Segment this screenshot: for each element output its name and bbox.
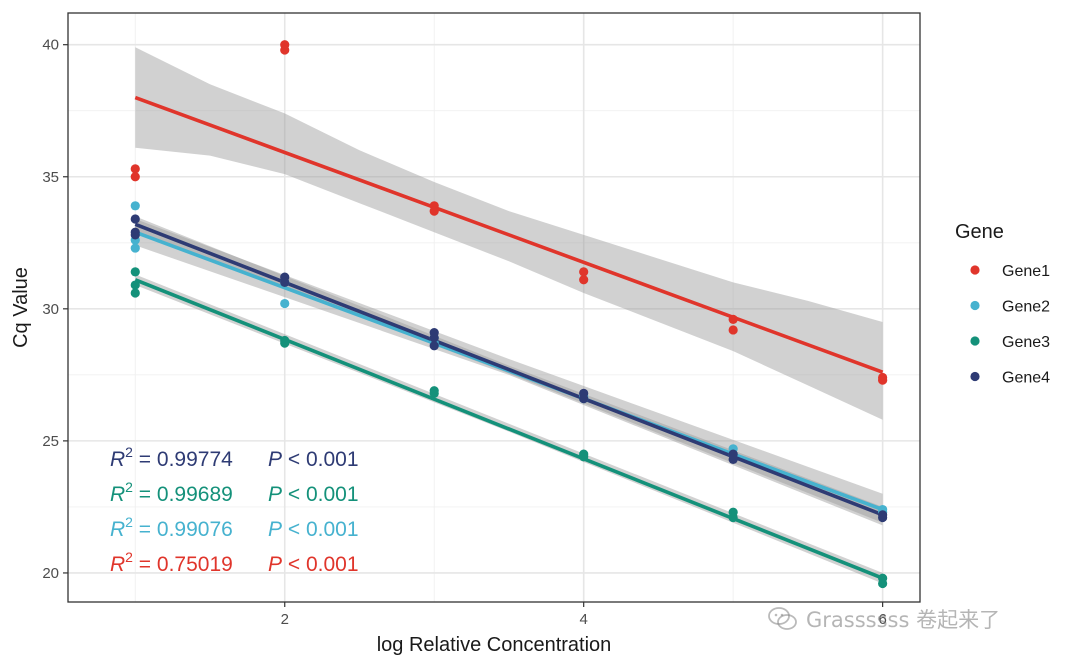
- data-point-gene3: [130, 280, 140, 290]
- data-point-gene4: [280, 277, 290, 288]
- data-points: [130, 40, 888, 589]
- data-point-gene1: [579, 275, 589, 285]
- fit-lines: [134, 95, 884, 580]
- y-axis-title: Cq Value: [10, 267, 32, 348]
- legend-title: Gene: [955, 221, 1004, 243]
- legend-label-gene4: Gene4: [1002, 370, 1050, 387]
- data-point-gene1: [728, 314, 738, 324]
- r2-annotation-gene2: R2 = 0.99076: [110, 514, 233, 541]
- legend-key-gene3: [970, 336, 980, 346]
- panel-border: [67, 12, 921, 603]
- data-point-gene2: [280, 298, 290, 309]
- y-tick-label: 30: [42, 301, 59, 318]
- data-point-gene4: [728, 454, 738, 464]
- watermark: Grassssss 卷起来了: [768, 604, 1000, 634]
- watermark-text: Grassssss 卷起来了: [806, 608, 1001, 632]
- regression-annotations: R2 = 0.99774 P < 0.001 R2 = 0.99689 P < 0.0…: [110, 444, 359, 576]
- p-annotation-gene2: P < 0.001: [268, 518, 359, 541]
- data-point-gene4: [429, 341, 439, 351]
- data-point-gene4: [130, 230, 140, 240]
- p-annotation-gene4: P < 0.001: [268, 448, 359, 471]
- data-point-gene4: [130, 214, 140, 224]
- legend-label-gene3: Gene3: [1002, 334, 1050, 351]
- data-point-gene3: [728, 512, 738, 523]
- data-point-gene1: [130, 164, 140, 174]
- data-point-gene2: [130, 243, 140, 253]
- data-point-gene3: [280, 338, 290, 348]
- p-annotation-gene1: P < 0.001: [268, 553, 359, 576]
- fit-line-gene4: [134, 222, 884, 517]
- fit-line-gene1: [134, 95, 884, 374]
- data-point-gene3: [429, 388, 439, 398]
- data-point-gene1: [130, 172, 140, 182]
- legend-key-gene4: [970, 371, 980, 382]
- p-annotation-gene3: P < 0.001: [268, 483, 359, 506]
- plot-border: [67, 12, 921, 603]
- data-point-gene1: [728, 325, 738, 335]
- y-tick-label: 20: [42, 565, 59, 582]
- x-tick-label: 4: [580, 611, 588, 628]
- data-point-gene1: [280, 45, 290, 55]
- wechat-icon: [768, 607, 797, 630]
- data-point-gene4: [429, 333, 439, 343]
- data-point-gene4: [579, 394, 589, 404]
- x-tick-label: 2: [281, 611, 289, 628]
- x-tick-label: 6: [878, 611, 886, 628]
- r2-annotation-gene3: R2 = 0.99689: [110, 479, 233, 506]
- x-axis-title: log Relative Concentration: [377, 634, 612, 656]
- y-tick-label: 35: [42, 169, 59, 186]
- data-point-gene2: [130, 201, 140, 211]
- legend-key-gene1: [970, 265, 980, 275]
- fit-line-gene3: [134, 278, 884, 580]
- data-point-gene1: [429, 206, 439, 216]
- data-point-gene3: [579, 452, 589, 462]
- grid-lines: [68, 13, 920, 602]
- legend: Gene Gene1 Gene2 Gene3 Gene4: [955, 221, 1050, 387]
- data-point-gene3: [130, 288, 140, 298]
- r2-annotation-gene4: R2 = 0.99774: [110, 444, 233, 471]
- legend-key-gene2: [970, 300, 980, 311]
- legend-label-gene2: Gene2: [1002, 299, 1050, 316]
- data-point-gene3: [878, 578, 888, 589]
- data-point-gene3: [130, 267, 140, 277]
- data-point-gene1: [579, 267, 589, 277]
- data-point-gene1: [878, 375, 888, 385]
- legend-label-gene1: Gene1: [1002, 263, 1050, 280]
- data-point-gene4: [878, 512, 888, 523]
- y-tick-label: 25: [42, 433, 59, 450]
- y-tick-label: 40: [42, 37, 59, 54]
- r2-annotation-gene1: R2 = 0.75019: [110, 549, 233, 576]
- axis-ticks: 2 4 6 20 25 30 35 40: [42, 37, 886, 628]
